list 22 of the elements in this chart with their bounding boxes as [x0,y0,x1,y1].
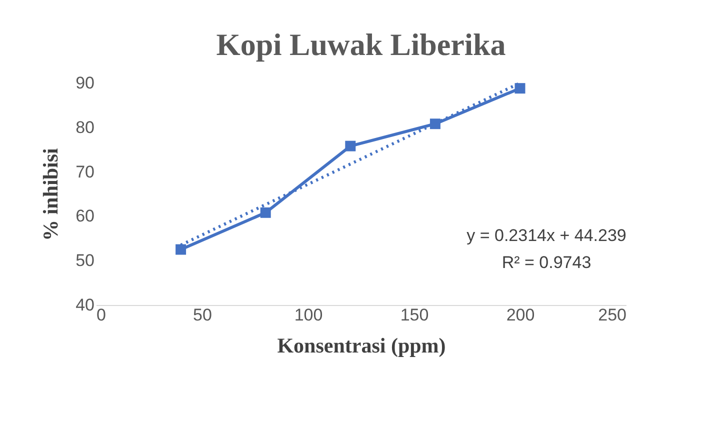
y-tick-label: 90 [76,74,94,92]
y-tick-label: 70 [76,162,94,182]
y-tick-label: 50 [76,251,94,270]
annotation: y = 0.2314x + 44.239 [466,226,626,246]
point [514,83,526,94]
y-tick-label: 60 [76,206,94,226]
point [345,140,356,152]
y-axis-title: % inhibisi [38,148,63,241]
point [260,207,271,218]
annotation: R² = 0.9743 [502,253,592,272]
x-tick-label: 150 [400,306,429,324]
y-tick-label: 80 [76,118,94,137]
x-tick-label: 50 [193,306,212,324]
y-tick-label: 40 [76,296,94,314]
x-tick-label: 100 [294,306,323,324]
point [430,118,440,130]
x-axis-title: Konsentrasi (ppm) [277,334,446,358]
chart-title: Kopi Luwak Liberika [216,27,506,62]
x-tick-label: 250 [598,306,626,324]
x-tick-label: 0 [96,306,106,324]
point [176,244,186,255]
x-tick-label: 200 [506,306,535,324]
